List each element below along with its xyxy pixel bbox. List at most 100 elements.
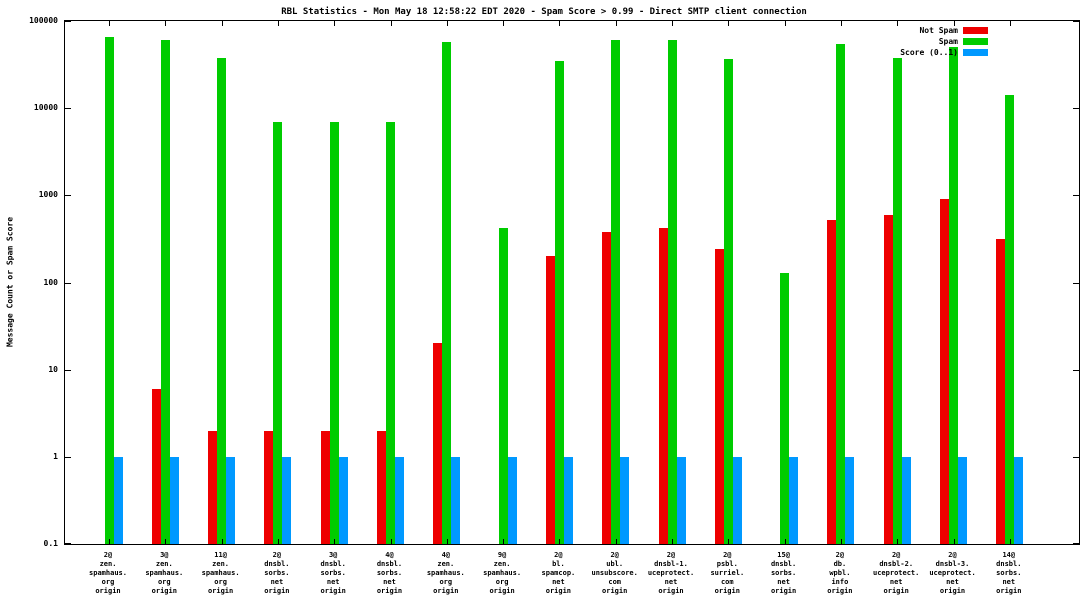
y-tick-label: 1000: [38, 190, 58, 200]
y-tick-mark: [1073, 369, 1079, 371]
x-tick-label: 14@ dnsbl. sorbs. net origin: [996, 551, 1022, 595]
bar-score-0-1: [563, 456, 573, 544]
bar-score-0-1: [958, 456, 967, 544]
x-tick-mark: [334, 539, 336, 544]
x-tick-label: 2@ psbl. surriel. com origin: [710, 551, 745, 595]
bar-not-spam: [545, 256, 555, 544]
x-tick-mark: [446, 539, 448, 544]
bar-not-spam: [377, 430, 386, 544]
y-tick-label: 10: [48, 364, 58, 374]
x-tick-mark: [840, 21, 842, 26]
bar-spam: [442, 41, 452, 544]
x-tick-label: 2@ ubl. unsubscore. com origin: [591, 551, 638, 595]
legend-row: Not Spam: [900, 25, 988, 36]
x-tick-mark: [503, 539, 505, 544]
x-tick-mark: [897, 539, 899, 544]
bar-score-0-1: [282, 456, 292, 544]
bar-spam: [611, 40, 621, 544]
bar-not-spam: [940, 199, 949, 544]
bar-not-spam: [827, 220, 837, 544]
x-tick-label: 2@ dnsbl-3. uceprotect. net origin: [929, 551, 976, 595]
x-tick-mark: [672, 21, 673, 26]
x-tick-mark: [503, 21, 505, 26]
x-tick-label: 4@ zen. spamhaus. org origin: [426, 551, 465, 595]
bar-spam: [723, 58, 733, 544]
x-tick-mark: [559, 539, 561, 544]
x-tick-mark: [897, 21, 899, 26]
x-tick-label: 3@ zen. spamhaus. org origin: [145, 551, 184, 595]
bar-spam: [160, 40, 170, 544]
y-tick-mark: [65, 543, 71, 544]
y-tick-label: 0.1: [43, 539, 58, 548]
x-tick-mark: [165, 539, 167, 544]
y-tick-label: 10000: [33, 103, 58, 113]
x-tick-mark: [165, 21, 167, 26]
y-tick-mark: [65, 369, 71, 371]
y-tick-mark: [65, 195, 71, 197]
bar-score-0-1: [507, 456, 517, 544]
x-tick-label: 15@ dnsbl. sorbs. net origin: [770, 551, 797, 595]
bar-not-spam: [996, 238, 1006, 544]
y-tick-label: 1: [53, 451, 58, 461]
bar-spam: [667, 40, 677, 544]
x-tick-mark: [784, 21, 786, 26]
bar-score-0-1: [226, 456, 236, 544]
x-tick-mark: [221, 539, 223, 544]
x-tick-mark: [728, 21, 730, 26]
x-tick-mark: [221, 21, 223, 26]
y-tick-mark: [1073, 456, 1079, 458]
bar-spam: [498, 228, 508, 544]
bar-spam: [104, 37, 114, 544]
bar-score-0-1: [901, 456, 911, 544]
x-tick-mark: [446, 21, 448, 26]
bar-score-0-1: [451, 456, 461, 544]
bar-not-spam: [320, 430, 330, 544]
x-tick-label: 9@ zen. spamhaus. org origin: [483, 551, 522, 595]
bar-score-0-1: [169, 456, 179, 544]
x-tick-label: 2@ db. wpbl. info origin: [827, 551, 853, 595]
y-tick-mark: [65, 282, 71, 284]
x-tick-mark: [728, 539, 730, 544]
bar-not-spam: [433, 343, 443, 544]
bar-spam: [554, 60, 564, 544]
bar-score-0-1: [1014, 456, 1024, 544]
bar-score-0-1: [338, 456, 348, 544]
x-tick-mark: [953, 539, 955, 544]
bar-score-0-1: [676, 456, 686, 544]
x-tick-mark: [1009, 539, 1011, 544]
x-tick-label: 11@ zen. spamhaus. org origin: [201, 551, 240, 595]
y-tick-mark: [1073, 282, 1079, 284]
x-tick-mark: [953, 21, 955, 26]
x-tick-label: 3@ dnsbl. sorbs. net origin: [320, 551, 346, 595]
y-tick-label: 100000: [29, 16, 58, 25]
x-tick-label: 2@ dnsbl-2. uceprotect. net origin: [873, 551, 920, 595]
x-tick-mark: [334, 21, 336, 26]
y-tick-mark: [65, 21, 71, 22]
legend-row: Spam: [900, 36, 988, 47]
bar-spam: [329, 121, 339, 544]
plot-area: [64, 20, 1080, 545]
x-tick-label: 2@ bl. spamcop. net origin: [541, 551, 576, 595]
legend-label: Score (0..1): [900, 48, 958, 57]
y-tick-mark: [65, 456, 71, 458]
x-tick-mark: [109, 539, 110, 544]
x-tick-label: 4@ dnsbl. sorbs. net origin: [376, 551, 403, 595]
x-tick-mark: [1009, 21, 1011, 26]
x-tick-mark: [277, 21, 279, 26]
y-tick-label: 100: [43, 277, 58, 287]
legend-swatch: [963, 49, 988, 56]
bar-not-spam: [883, 214, 893, 544]
legend: Not Spam Spam Score (0..1): [900, 25, 988, 58]
x-tick-mark: [277, 539, 279, 544]
bar-spam: [949, 47, 958, 544]
x-tick-mark: [672, 539, 673, 544]
bar-not-spam: [602, 232, 612, 544]
x-tick-label: 2@ zen. spamhaus. org origin: [89, 551, 127, 595]
bar-score-0-1: [395, 456, 404, 544]
legend-label: Spam: [938, 37, 958, 46]
y-tick-mark: [1073, 21, 1079, 22]
legend-swatch: [963, 27, 988, 34]
bar-spam: [780, 272, 790, 544]
legend-row: Score (0..1): [900, 47, 988, 58]
y-tick-mark: [1073, 108, 1079, 110]
